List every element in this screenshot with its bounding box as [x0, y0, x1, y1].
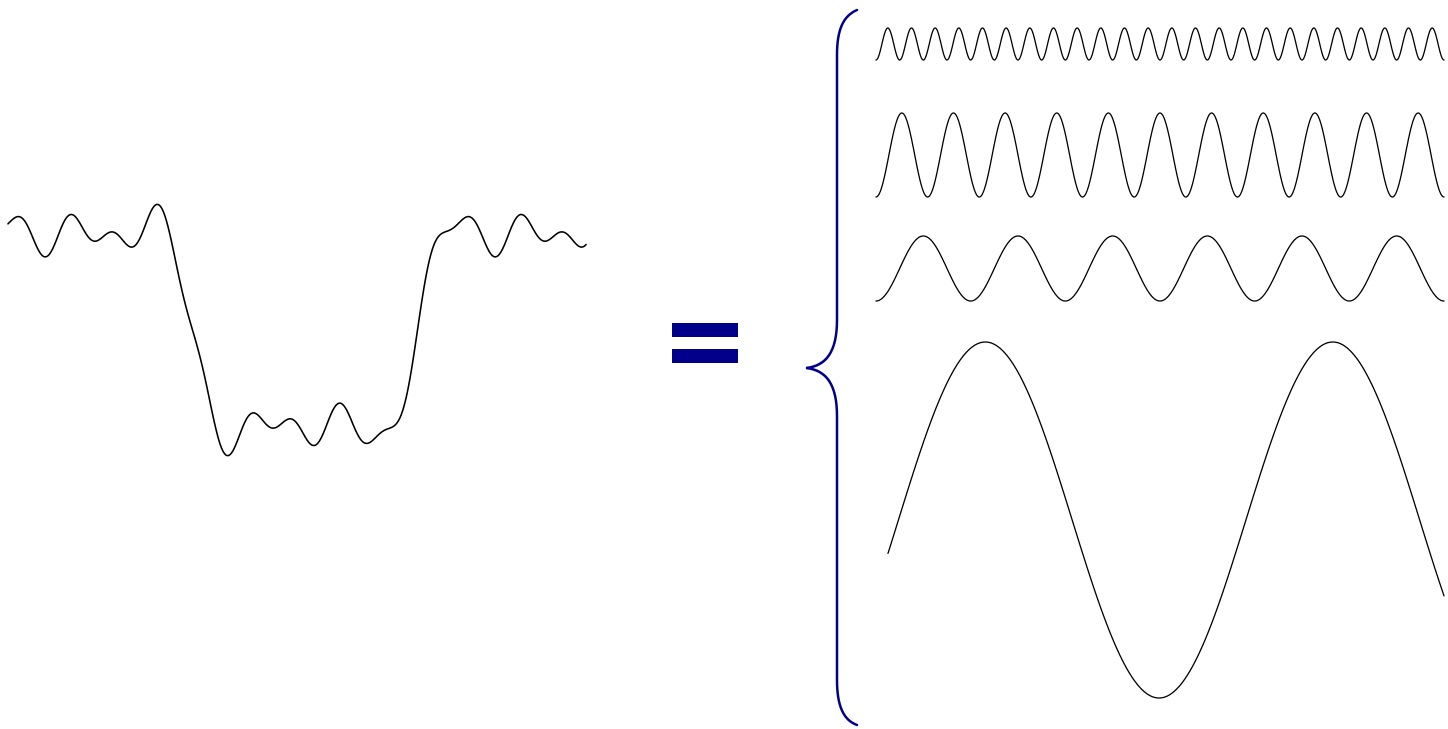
high-frequency-wave [875, 27, 1445, 61]
equals-sign-bottom-bar [672, 349, 738, 363]
curly-brace [805, 8, 859, 727]
composite-waveform [7, 203, 587, 457]
medium-high-frequency-wave [875, 112, 1445, 198]
medium-frequency-wave [875, 235, 1445, 302]
equals-sign [672, 323, 738, 363]
equals-sign-top-bar [672, 323, 738, 337]
fundamental-wave [887, 341, 1445, 699]
